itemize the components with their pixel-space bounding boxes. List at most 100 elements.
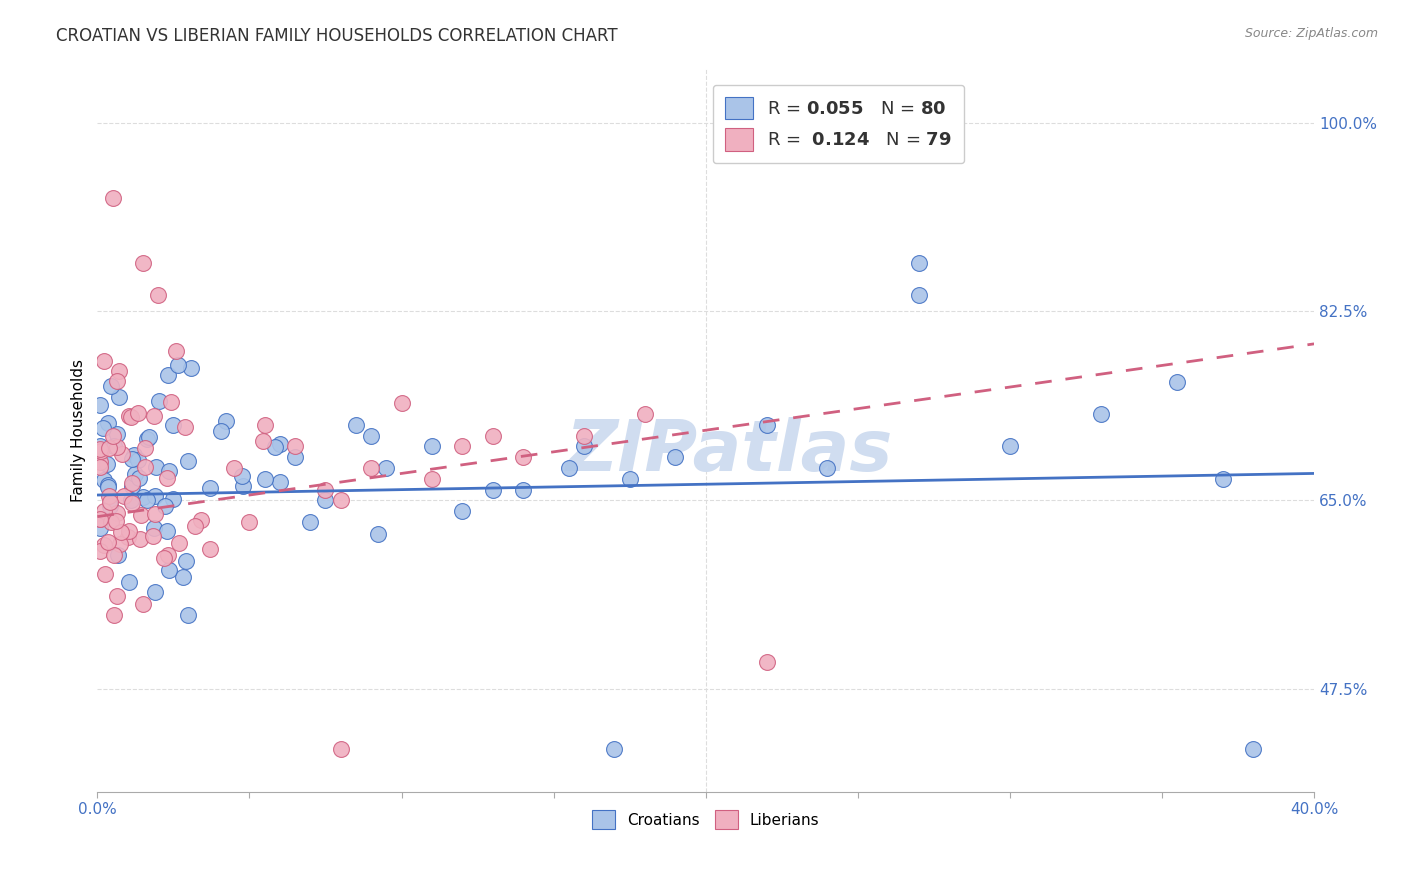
Point [231,468,253,483]
Point [89,455,111,469]
Point [145,460,167,475]
Point [155,524,177,538]
Point [121,495,143,509]
Point [132,490,155,504]
Point [110,524,132,539]
Point [127,453,149,467]
Legend: Croatians, Liberians: Croatians, Liberians [586,804,825,835]
Point [105,440,128,454]
Point [420,439,443,453]
Point [143,584,166,599]
Point [101,191,124,205]
Point [558,461,581,475]
Point [134,442,156,456]
Text: ZIPatlas: ZIPatlas [567,417,894,486]
Point [269,475,291,490]
Point [100,515,122,529]
Point [755,656,778,670]
Point [89,442,111,456]
Point [128,470,150,484]
Point [89,398,111,412]
Point [253,472,276,486]
Point [93,474,115,488]
Point [264,440,287,454]
Point [138,430,160,444]
Point [89,544,111,558]
Point [1166,375,1188,389]
Point [93,354,115,368]
Point [108,537,131,551]
Point [148,394,170,409]
Point [105,374,128,388]
Point [1212,472,1234,486]
Point [121,478,143,492]
Point [100,378,122,392]
Point [360,428,382,442]
Point [603,741,626,756]
Point [173,420,195,434]
Point [344,417,367,432]
Point [129,508,152,522]
Point [145,490,167,504]
Point [90,444,112,458]
Point [360,461,382,475]
Point [451,504,474,518]
Point [572,428,595,442]
Point [755,417,778,432]
Point [89,439,111,453]
Point [1241,741,1264,756]
Point [1090,407,1112,421]
Point [93,538,115,552]
Point [97,416,120,430]
Point [124,467,146,482]
Point [157,563,180,577]
Point [329,741,352,756]
Point [224,461,246,475]
Point [94,566,117,581]
Point [118,409,141,423]
Point [98,499,121,513]
Point [105,514,128,528]
Point [108,390,131,404]
Point [184,518,207,533]
Point [634,407,657,421]
Point [907,256,929,270]
Point [252,434,274,448]
Point [120,492,142,507]
Point [148,288,170,302]
Point [111,447,134,461]
Point [97,480,120,494]
Point [167,535,190,549]
Point [572,439,595,453]
Point [93,504,115,518]
Point [142,521,165,535]
Point [112,489,135,503]
Point [96,457,118,471]
Point [198,481,221,495]
Point [481,483,503,497]
Point [97,489,120,503]
Point [512,483,534,497]
Point [118,524,141,538]
Point [329,493,352,508]
Point [117,530,139,544]
Point [153,551,176,566]
Point [238,515,260,529]
Point [103,607,125,622]
Point [162,491,184,506]
Point [89,521,111,535]
Point [97,535,120,549]
Point [134,460,156,475]
Point [165,343,187,358]
Point [200,542,222,557]
Point [177,608,200,623]
Point [105,506,128,520]
Point [314,483,336,497]
Point [180,360,202,375]
Point [177,454,200,468]
Point [815,461,838,475]
Text: Source: ZipAtlas.com: Source: ZipAtlas.com [1244,27,1378,40]
Point [143,507,166,521]
Point [214,414,236,428]
Point [136,492,159,507]
